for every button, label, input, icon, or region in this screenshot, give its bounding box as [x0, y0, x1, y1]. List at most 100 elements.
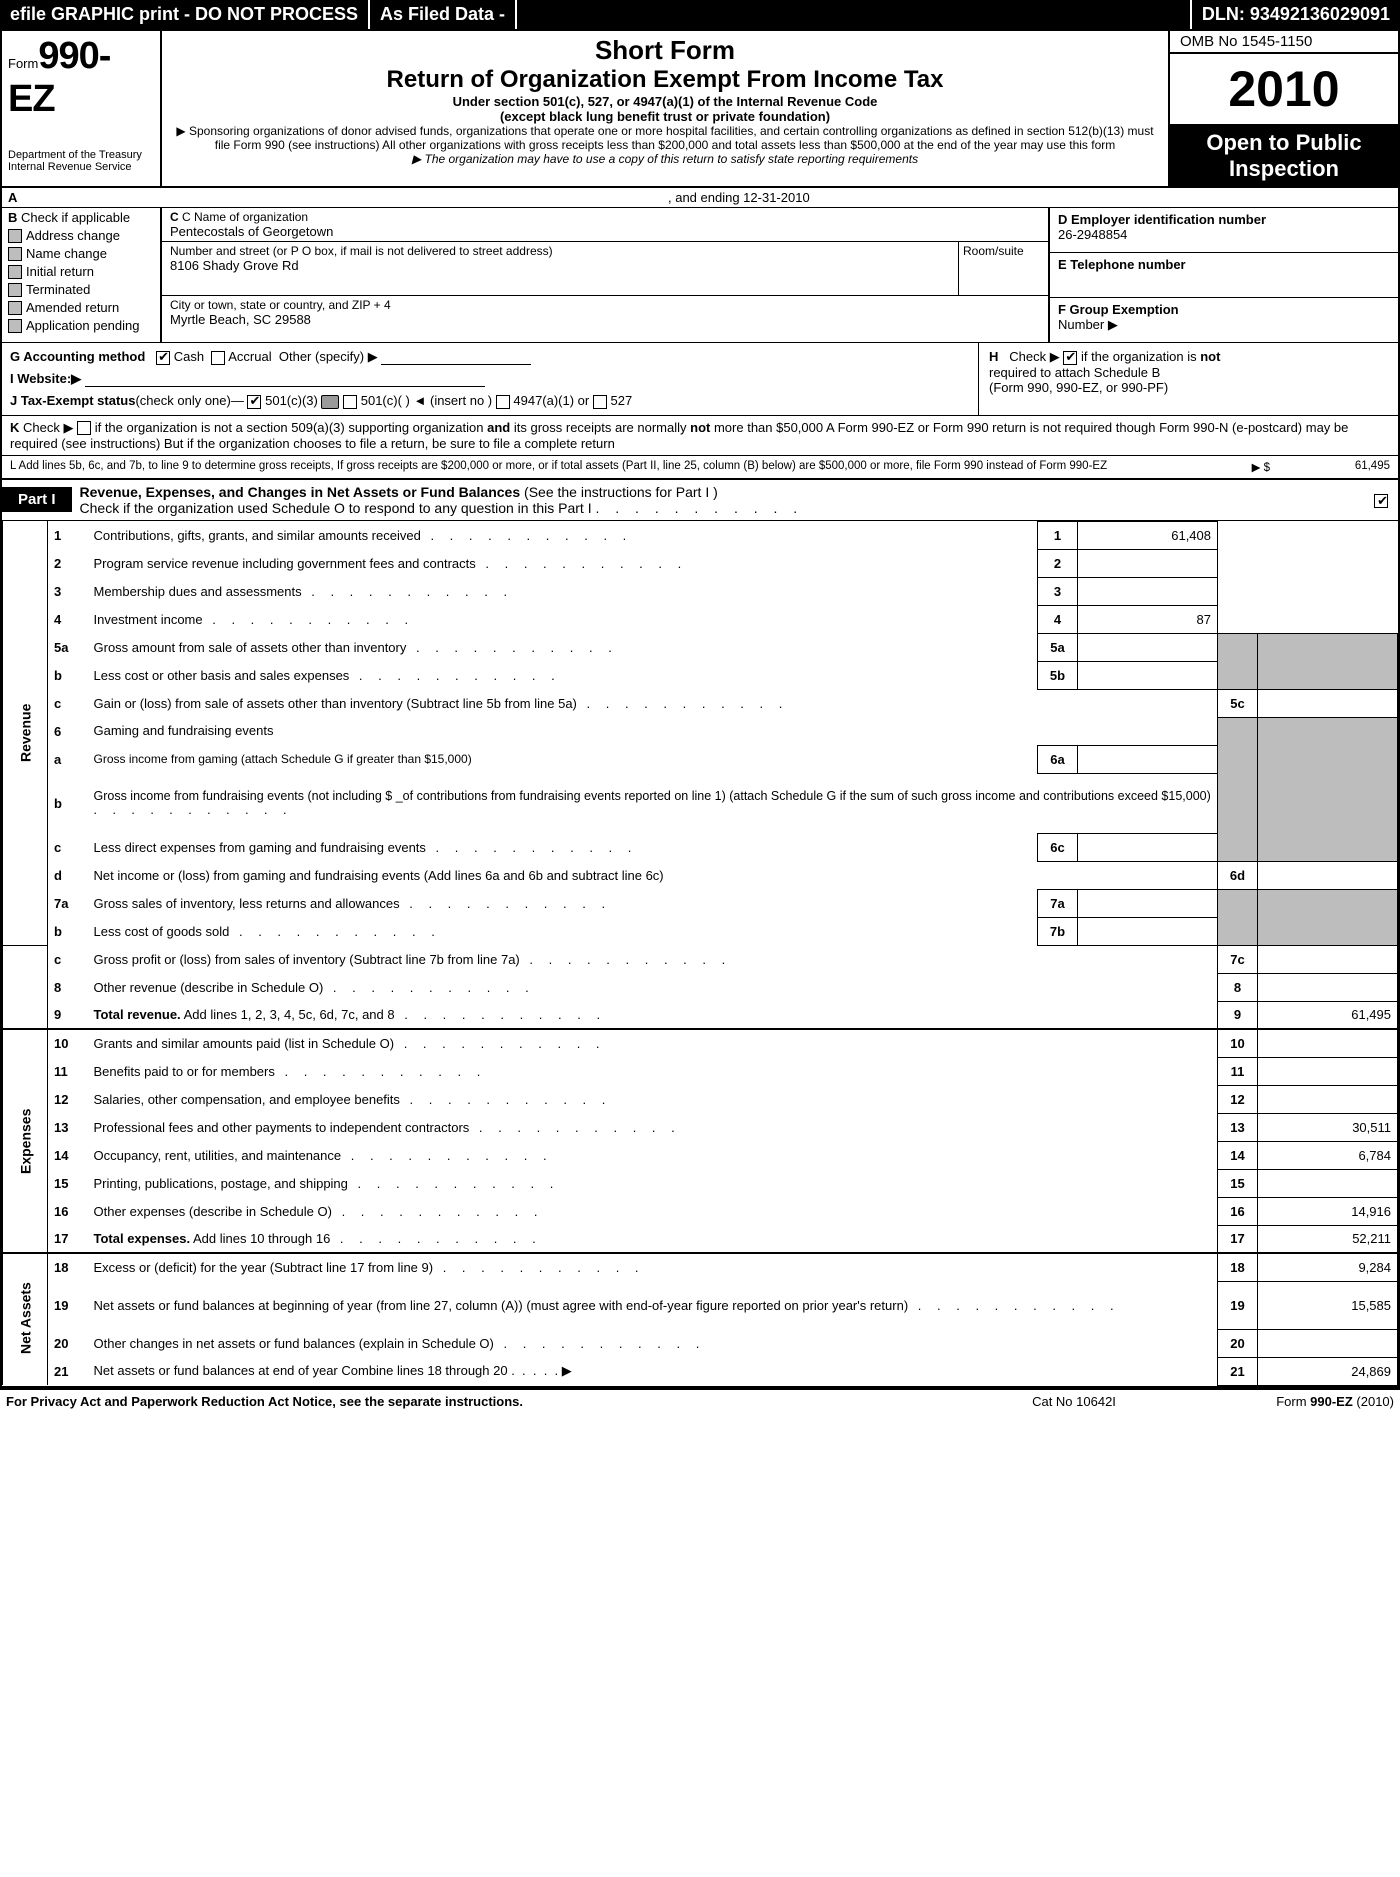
chk-k[interactable] — [77, 421, 91, 435]
f-label2: Number ▶ — [1058, 317, 1118, 332]
dln-number: DLN: 93492136029091 — [1190, 0, 1400, 29]
ln7c-n: c — [48, 945, 88, 973]
ln20-v — [1258, 1329, 1398, 1357]
crossed-box-icon — [321, 395, 339, 409]
side-expenses: Expenses — [3, 1029, 48, 1253]
chk-namechange[interactable] — [8, 247, 22, 261]
ln12-n: 12 — [48, 1085, 88, 1113]
k-text: if the organization is not a section 509… — [10, 420, 1348, 451]
chk-501c[interactable] — [343, 395, 357, 409]
section-bc: B Check if applicable Address change Nam… — [2, 208, 1398, 343]
ln3-n: 3 — [48, 577, 88, 605]
ln4-v: 87 — [1078, 605, 1218, 633]
ln5a-sv — [1078, 633, 1218, 661]
chk-initial[interactable] — [8, 265, 22, 279]
j-note: (check only one)— — [135, 393, 243, 408]
ln1-r: 1 — [1038, 521, 1078, 549]
city: Myrtle Beach, SC 29588 — [170, 312, 1040, 327]
chk-527[interactable] — [593, 395, 607, 409]
b2: Name change — [26, 246, 107, 261]
j-c: (insert no ) — [430, 393, 492, 408]
part1-instr: (See the instructions for Part I ) — [524, 484, 718, 500]
b5: Amended return — [26, 300, 119, 315]
j-b: 501(c)( ) — [361, 393, 410, 408]
except-note: (except black lung benefit trust or priv… — [170, 109, 1160, 124]
c-name-label: C Name of organization — [182, 210, 308, 224]
ln12-r: 12 — [1218, 1085, 1258, 1113]
grey-5 — [1218, 633, 1258, 689]
chk-accrual[interactable] — [211, 351, 225, 365]
ln10-d: Grants and similar amounts paid (list in… — [94, 1036, 395, 1051]
ln9-r: 9 — [1218, 1001, 1258, 1029]
ln1-v: 61,408 — [1078, 521, 1218, 549]
ln17-v: 52,211 — [1258, 1225, 1398, 1253]
ln21-d: Net assets or fund balances at end of ye… — [94, 1363, 508, 1378]
chk-address[interactable] — [8, 229, 22, 243]
grey-6v — [1258, 717, 1398, 861]
chk-terminated[interactable] — [8, 283, 22, 297]
g-label: G Accounting method — [10, 349, 145, 364]
ln4-d: Investment income — [94, 612, 203, 627]
b4: Terminated — [26, 282, 90, 297]
footer-rb: 990-EZ — [1310, 1394, 1353, 1409]
ln19-v: 15,585 — [1258, 1281, 1398, 1329]
ln7a-d: Gross sales of inventory, less returns a… — [94, 896, 400, 911]
footer-left: For Privacy Act and Paperwork Reduction … — [6, 1394, 974, 1409]
ln9-v: 61,495 — [1258, 1001, 1398, 1029]
ln11-d: Benefits paid to or for members — [94, 1064, 275, 1079]
i-label: I Website:▶ — [10, 371, 81, 386]
footer: For Privacy Act and Paperwork Reduction … — [0, 1388, 1400, 1413]
open-public: Open to Public Inspection — [1170, 126, 1398, 186]
tax-year: 2010 — [1170, 54, 1398, 126]
ln2-v — [1078, 549, 1218, 577]
ln5b-n: b — [48, 661, 88, 689]
chk-cash[interactable] — [156, 351, 170, 365]
chk-501c3[interactable] — [247, 395, 261, 409]
top-bar: efile GRAPHIC print - DO NOT PROCESS As … — [0, 0, 1400, 29]
ln7a-sn: 7a — [1038, 889, 1078, 917]
form-number: 990-EZ — [8, 35, 110, 120]
h-text2: if the organization is — [1081, 349, 1197, 364]
form-body: Form990-EZ Department of the Treasury In… — [0, 29, 1400, 1388]
ln6d-n: d — [48, 861, 88, 889]
ln6-d: Gaming and fundraising events — [88, 717, 1218, 745]
ln6-n: 6 — [48, 717, 88, 745]
ln7b-d: Less cost of goods sold — [94, 924, 230, 939]
b-label: B — [8, 210, 17, 225]
b0: Check if applicable — [21, 210, 130, 225]
g-other-blank — [381, 351, 531, 365]
form-prefix: Form — [8, 56, 38, 71]
ln16-v: 14,916 — [1258, 1197, 1398, 1225]
part1-title-bold: Revenue, Expenses, and Changes in Net As… — [80, 484, 521, 500]
grey-5v — [1258, 633, 1398, 689]
ln6c-d: Less direct expenses from gaming and fun… — [94, 840, 426, 855]
chk-amended[interactable] — [8, 301, 22, 315]
row-a: A For the 2010 calendar year, or tax yea… — [2, 188, 1398, 208]
ln7a-n: 7a — [48, 889, 88, 917]
ln20-r: 20 — [1218, 1329, 1258, 1357]
ln12-d: Salaries, other compensation, and employ… — [94, 1092, 400, 1107]
ln11-v — [1258, 1057, 1398, 1085]
ln18-d: Excess or (deficit) for the year (Subtra… — [94, 1260, 434, 1275]
chk-pending[interactable] — [8, 319, 22, 333]
ln7b-sv — [1078, 917, 1218, 945]
gh-right: H Check ▶ if the organization is not req… — [978, 343, 1398, 415]
chk-h[interactable] — [1063, 351, 1077, 365]
side-netassets: Net Assets — [3, 1253, 48, 1385]
ln4-n: 4 — [48, 605, 88, 633]
grey-7 — [1218, 889, 1258, 945]
ln7a-sv — [1078, 889, 1218, 917]
chk-part1[interactable] — [1374, 494, 1388, 508]
ln6a-sv — [1078, 745, 1218, 773]
ln4-r: 4 — [1038, 605, 1078, 633]
dept-irs: Internal Revenue Service — [8, 161, 154, 173]
ln1-d: Contributions, gifts, grants, and simila… — [94, 528, 421, 543]
ln16-r: 16 — [1218, 1197, 1258, 1225]
ln2-d: Program service revenue including govern… — [94, 556, 476, 571]
ln3-v — [1078, 577, 1218, 605]
chk-4947[interactable] — [496, 395, 510, 409]
under-section: Under section 501(c), 527, or 4947(a)(1)… — [170, 94, 1160, 109]
ln6b-n: b — [48, 773, 88, 833]
ln13-r: 13 — [1218, 1113, 1258, 1141]
ln6c-sn: 6c — [1038, 833, 1078, 861]
